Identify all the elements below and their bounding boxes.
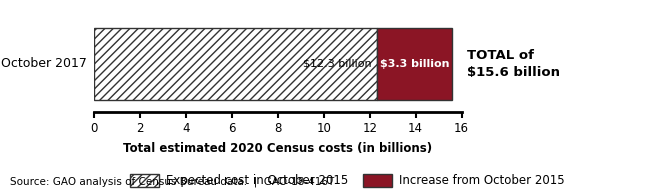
Bar (376, 28, 452, 100)
Text: TOTAL of
$15.6 billion: TOTAL of $15.6 billion (467, 49, 560, 79)
Text: $3.3 billion: $3.3 billion (380, 59, 449, 69)
Text: $12.3 billion: $12.3 billion (304, 59, 372, 69)
Bar (94, 28, 376, 100)
Legend: Expected cost in October 2015, Increase from October 2015: Expected cost in October 2015, Increase … (129, 174, 565, 187)
Text: October 2017: October 2017 (1, 57, 87, 70)
Text: Source: GAO analysis of Census Bureau data.  |  GAO-18-416T: Source: GAO analysis of Census Bureau da… (10, 177, 334, 187)
X-axis label: Total estimated 2020 Census costs (in billions): Total estimated 2020 Census costs (in bi… (124, 142, 432, 155)
